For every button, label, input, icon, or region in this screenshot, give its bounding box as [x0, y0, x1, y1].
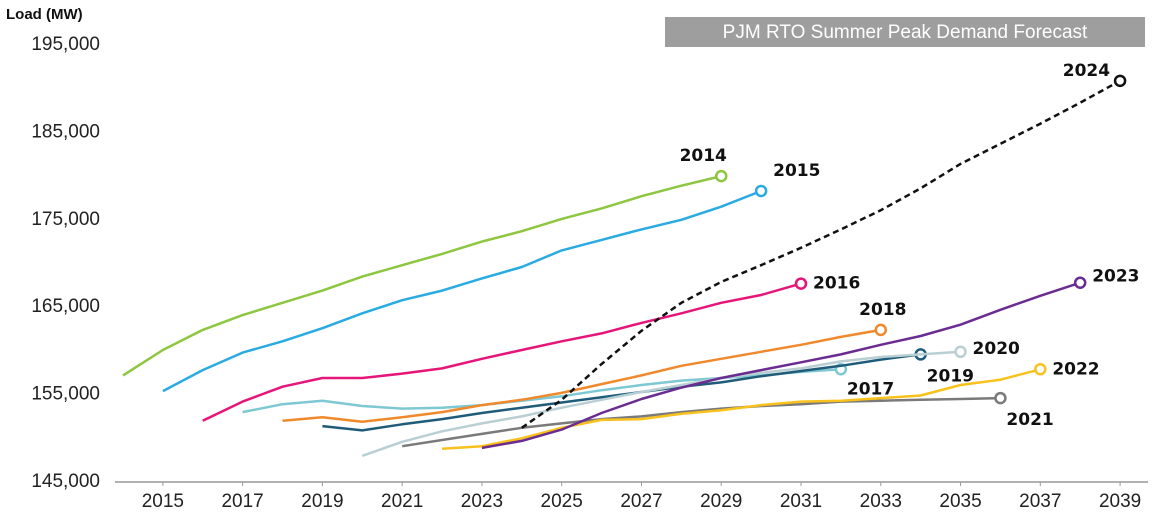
x-tick-label: 2037 — [1019, 491, 1061, 512]
series-line — [402, 396, 1001, 448]
x-tick-label: 2039 — [1099, 491, 1141, 512]
y-tick-label: 155,000 — [31, 384, 100, 405]
series-line — [282, 328, 882, 423]
end-marker — [874, 323, 888, 337]
x-tick-label: 2029 — [700, 491, 742, 512]
end-marker — [1034, 363, 1047, 376]
end-marker — [1073, 276, 1087, 289]
end-marker — [994, 391, 1007, 405]
end-marker — [754, 184, 768, 198]
series-line — [122, 174, 722, 377]
x-tick-label: 2035 — [939, 491, 981, 512]
series-label: 2017 — [847, 379, 894, 399]
end-marker — [794, 277, 808, 290]
chart-title: PJM RTO Summer Peak Demand Forecast — [723, 22, 1088, 43]
series-label: 2024 — [1063, 61, 1110, 81]
series-line — [242, 368, 841, 414]
y-tick-label: 175,000 — [31, 209, 100, 230]
series-label: 2014 — [680, 146, 727, 166]
series-label: 2023 — [1092, 267, 1139, 287]
y-tick-label: 195,000 — [31, 34, 100, 55]
series-label: 2016 — [813, 274, 860, 294]
x-tick-label: 2027 — [620, 491, 662, 512]
y-axis-label: Load (MW) — [6, 6, 83, 23]
series-label: 2015 — [773, 161, 820, 181]
series-label: 2021 — [1006, 410, 1053, 430]
series-line — [361, 350, 961, 457]
series-line — [162, 189, 762, 393]
x-tick-label: 2023 — [461, 491, 503, 512]
x-tick-label: 2019 — [301, 491, 343, 512]
series-line — [322, 353, 921, 432]
x-tick-label: 2025 — [541, 491, 583, 512]
x-tick-label: 2017 — [221, 491, 263, 512]
series-line — [521, 79, 1121, 429]
x-tick-label: 2015 — [142, 491, 184, 512]
series-line — [442, 368, 1041, 451]
x-tick-label: 2031 — [780, 491, 822, 512]
end-marker — [1113, 74, 1127, 88]
series-label: 2022 — [1052, 359, 1099, 379]
series-label: 2018 — [859, 300, 906, 320]
series-label: 2020 — [973, 339, 1020, 359]
y-tick-label: 145,000 — [31, 471, 100, 492]
x-tick-label: 2033 — [860, 491, 902, 512]
series-line — [481, 281, 1081, 450]
end-marker — [954, 345, 967, 359]
y-tick-label: 185,000 — [31, 121, 100, 142]
title-box — [665, 17, 1145, 47]
y-tick-label: 165,000 — [31, 296, 100, 317]
x-tick-label: 2021 — [381, 491, 423, 512]
series-line — [202, 282, 802, 422]
end-marker — [714, 169, 728, 183]
series-label: 2019 — [927, 366, 974, 386]
